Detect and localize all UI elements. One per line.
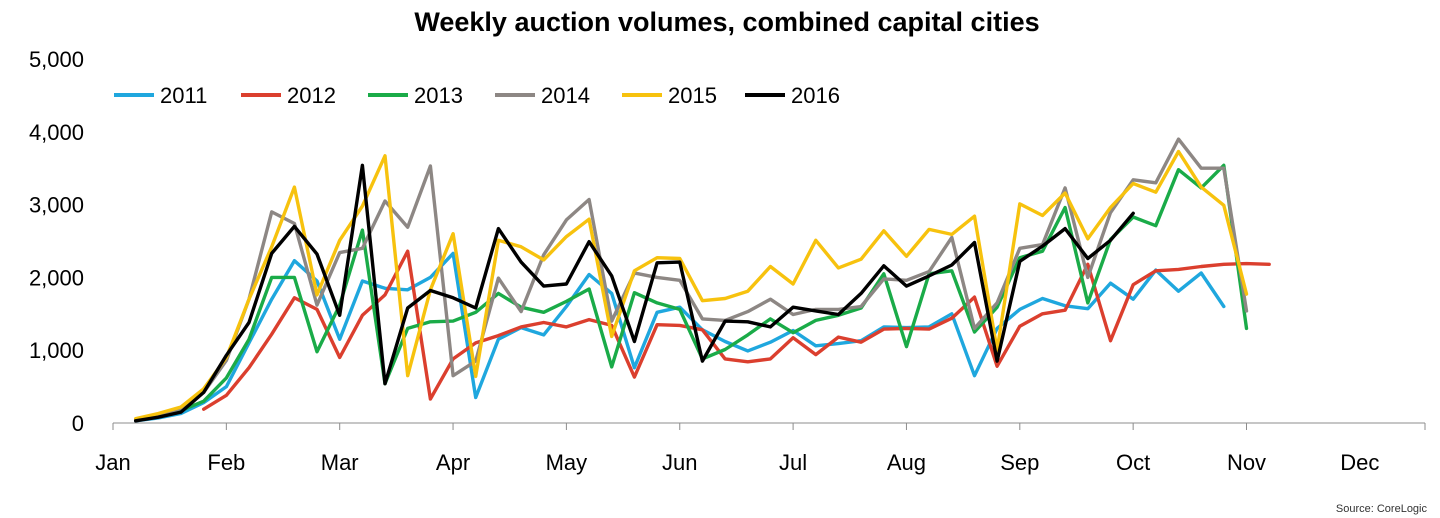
y-tick-label: 5,000 xyxy=(29,47,84,72)
series-line-2011 xyxy=(133,251,1226,423)
y-tick-label: 0 xyxy=(72,411,84,436)
x-tick-label: Jul xyxy=(779,450,807,475)
x-tick-label: Feb xyxy=(207,450,245,475)
x-tick-label: Apr xyxy=(436,450,470,475)
chart-title: Weekly auction volumes, combined capital… xyxy=(414,7,1039,37)
y-tick-label: 4,000 xyxy=(29,120,84,145)
legend-label-2016: 2016 xyxy=(791,83,840,108)
x-tick-label: Oct xyxy=(1116,450,1150,475)
legend-label-2013: 2013 xyxy=(414,83,463,108)
series-line-2013 xyxy=(133,163,1249,422)
source-note: Source: CoreLogic xyxy=(1336,503,1428,515)
series-line-2015 xyxy=(133,149,1249,421)
x-tick-label: May xyxy=(546,450,588,475)
legend-label-2014: 2014 xyxy=(541,83,590,108)
x-tick-label: Nov xyxy=(1227,450,1266,475)
series-lines xyxy=(133,137,1271,423)
legend-label-2012: 2012 xyxy=(287,83,336,108)
x-tick-label: Dec xyxy=(1340,450,1379,475)
series-line-2012 xyxy=(201,249,1271,411)
x-tick-label: Jan xyxy=(95,450,130,475)
y-tick-label: 2,000 xyxy=(29,265,84,290)
x-tick-label: Jun xyxy=(662,450,697,475)
series-line-2016 xyxy=(133,163,1135,423)
y-tick-label: 1,000 xyxy=(29,338,84,363)
x-tick-label: Aug xyxy=(887,450,926,475)
legend-label-2011: 2011 xyxy=(160,83,207,108)
legend: 2011 2012 2013 2014 2015 2016 xyxy=(114,83,840,108)
x-tick-label: Mar xyxy=(321,450,359,475)
legend-label-2015: 2015 xyxy=(668,83,717,108)
x-axis-ticks: Jan Feb Mar Apr May Jun Jul Aug Sep Oct Nov Dec xyxy=(95,423,1426,475)
x-tick-label: Sep xyxy=(1000,450,1039,475)
y-tick-label: 3,000 xyxy=(29,193,84,218)
y-axis-ticks: 0 1,000 2,000 3,000 4,000 5,000 xyxy=(29,47,84,436)
